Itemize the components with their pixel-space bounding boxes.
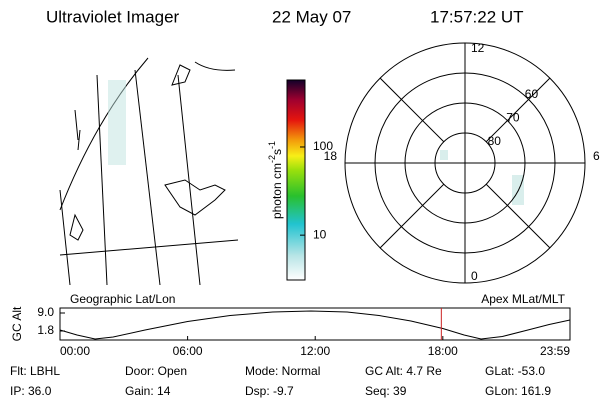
colorbar-tick-label: 100 [313,139,333,153]
status-field: Door: Open [125,364,187,378]
hour-label: 18 [324,149,338,163]
uv-speckle [108,80,524,205]
y-tick-label: 1.8 [37,323,54,337]
x-tick-label: 00:00 [60,344,90,358]
hour-label: 12 [471,41,485,55]
label-part: -2 [267,155,277,163]
date: 22 May 07 [272,7,351,26]
x-tick-label: 23:59 [540,344,570,358]
polar-spoke [485,77,551,143]
polar-spoke [485,183,551,249]
label-part: -1 [267,141,277,149]
polar-spoke [379,77,445,143]
status-field: GLon: 161.9 [485,384,551,398]
colorbar-tick-label: 10 [313,227,327,241]
status-field: Mode: Normal [245,364,320,378]
polar-spoke [379,183,445,249]
y-label: GC Alt [10,306,24,341]
time: 17:57:22 UT [430,7,524,26]
hour-label: 0 [471,269,478,283]
status-field: GLat: -53.0 [485,364,545,378]
y-tick-label: 9.0 [37,305,54,319]
status-field: Flt: LBHL [10,364,60,378]
status-field: Gain: 14 [125,384,171,398]
ring-label: 70 [506,110,520,124]
label-part: photon cm [270,163,284,219]
title: Ultraviolet Imager [46,7,180,26]
map [59,57,239,286]
ring-label: 80 [488,134,502,148]
hour-label: 6 [593,149,600,163]
status-field: IP: 36.0 [10,384,52,398]
label-part: s [270,149,284,155]
status-field: GC Alt: 4.7 Re [365,364,442,378]
x-tick-label: 06:00 [173,344,203,358]
alt-line [59,310,571,340]
left-label: Geographic Lat/Lon [70,292,175,306]
right-label: Apex MLat/MLT [481,292,565,306]
status-field: Seq: 39 [365,384,407,398]
x-tick-label: 18:00 [428,344,458,358]
status-field: Dsp: -9.7 [245,384,294,398]
x-tick-label: 12:00 [300,344,330,358]
colorbar-label: photon cm-2s-1 [267,141,284,219]
alt-frame [59,307,571,341]
colorbar [286,79,306,281]
ring-label: 60 [525,87,539,101]
